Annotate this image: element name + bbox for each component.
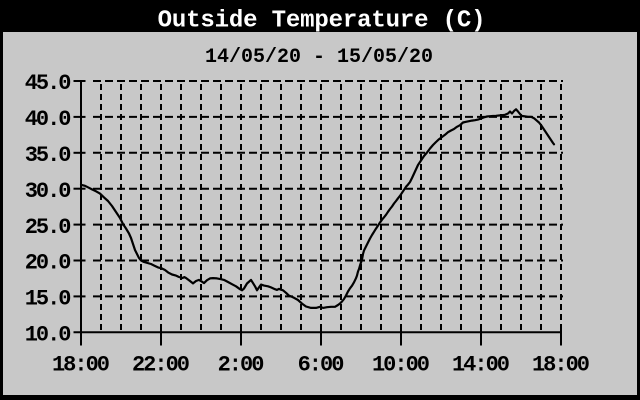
svg-text:14:00: 14:00 xyxy=(452,353,509,378)
svg-text:6:00: 6:00 xyxy=(298,353,344,378)
svg-text:15.0: 15.0 xyxy=(25,287,71,312)
svg-text:35.0: 35.0 xyxy=(25,143,71,168)
svg-text:30.0: 30.0 xyxy=(25,179,71,204)
svg-text:45.0: 45.0 xyxy=(25,71,71,96)
svg-text:18:00: 18:00 xyxy=(52,353,109,378)
svg-text:40.0: 40.0 xyxy=(25,107,71,132)
svg-text:Outside Temperature (C): Outside Temperature (C) xyxy=(158,8,486,35)
svg-text:18:00: 18:00 xyxy=(532,353,589,378)
svg-text:25.0: 25.0 xyxy=(25,215,71,240)
svg-text:10:00: 10:00 xyxy=(372,353,429,378)
svg-text:22:00: 22:00 xyxy=(132,353,189,378)
svg-text:14/05/20 - 15/05/20: 14/05/20 - 15/05/20 xyxy=(205,46,433,69)
svg-text:2:00: 2:00 xyxy=(218,353,264,378)
svg-text:10.0: 10.0 xyxy=(25,323,71,348)
svg-text:20.0: 20.0 xyxy=(25,251,71,276)
